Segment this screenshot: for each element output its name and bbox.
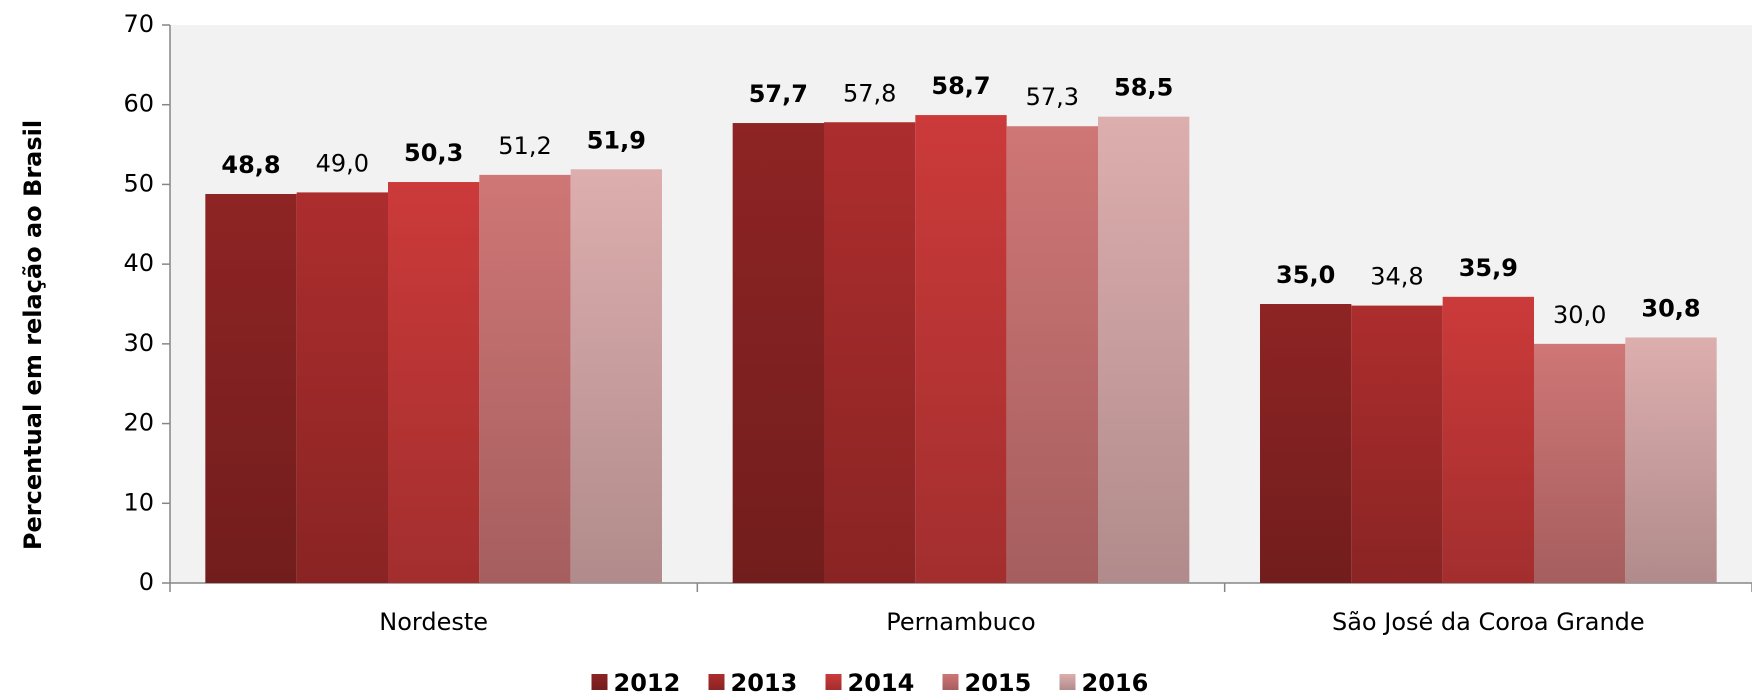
legend-swatch xyxy=(591,674,608,690)
bar xyxy=(479,174,571,583)
bar xyxy=(732,123,824,583)
legend-label: 2016 xyxy=(1082,669,1149,697)
bar xyxy=(1534,343,1626,583)
value-label: 49,0 xyxy=(316,149,369,177)
y-tick-label: 40 xyxy=(123,249,154,277)
value-label: 35,0 xyxy=(1276,261,1335,289)
bar xyxy=(1259,304,1352,583)
legend-label: 2015 xyxy=(965,669,1032,697)
bar xyxy=(1098,116,1190,584)
x-tick-label: Nordeste xyxy=(379,608,488,636)
value-label: 48,8 xyxy=(221,151,280,179)
x-tick-label: Pernambuco xyxy=(886,608,1035,636)
bar xyxy=(205,193,297,583)
value-label: 57,3 xyxy=(1026,83,1079,111)
value-label: 30,0 xyxy=(1553,301,1606,329)
y-tick-label: 30 xyxy=(123,329,154,357)
bar xyxy=(387,182,480,583)
value-label: 51,9 xyxy=(587,126,646,154)
bar xyxy=(915,115,1007,583)
bar xyxy=(1625,337,1717,583)
bar xyxy=(1442,296,1535,583)
y-tick-label: 0 xyxy=(139,568,154,596)
legend-swatch xyxy=(708,674,725,690)
value-label: 58,5 xyxy=(1114,74,1173,102)
bar xyxy=(570,169,663,584)
y-tick-label: 50 xyxy=(123,169,154,197)
value-label: 57,7 xyxy=(749,80,808,108)
legend-label: 2012 xyxy=(614,669,681,697)
bar xyxy=(1351,305,1443,583)
legend-label: 2013 xyxy=(731,669,798,697)
y-axis-label: Percentual em relação ao Brasil xyxy=(19,120,47,550)
legend-label: 2014 xyxy=(848,669,915,697)
value-label: 51,2 xyxy=(498,132,551,160)
value-label: 57,8 xyxy=(843,79,896,107)
bar xyxy=(823,122,916,583)
value-label: 58,7 xyxy=(931,72,990,100)
value-label: 34,8 xyxy=(1370,263,1423,291)
value-label: 50,3 xyxy=(404,139,463,167)
legend-swatch xyxy=(825,674,842,690)
y-tick-label: 60 xyxy=(123,90,154,118)
legend-swatch xyxy=(1059,674,1076,690)
legend-swatch xyxy=(942,674,959,690)
bar xyxy=(296,192,388,583)
y-tick-label: 10 xyxy=(123,488,154,516)
x-tick-label: São José da Coroa Grande xyxy=(1332,608,1645,636)
value-label: 35,9 xyxy=(1459,254,1518,282)
bar xyxy=(1006,126,1099,583)
value-label: 30,8 xyxy=(1641,294,1700,322)
y-tick-label: 70 xyxy=(123,10,154,38)
y-tick-label: 20 xyxy=(123,409,154,437)
